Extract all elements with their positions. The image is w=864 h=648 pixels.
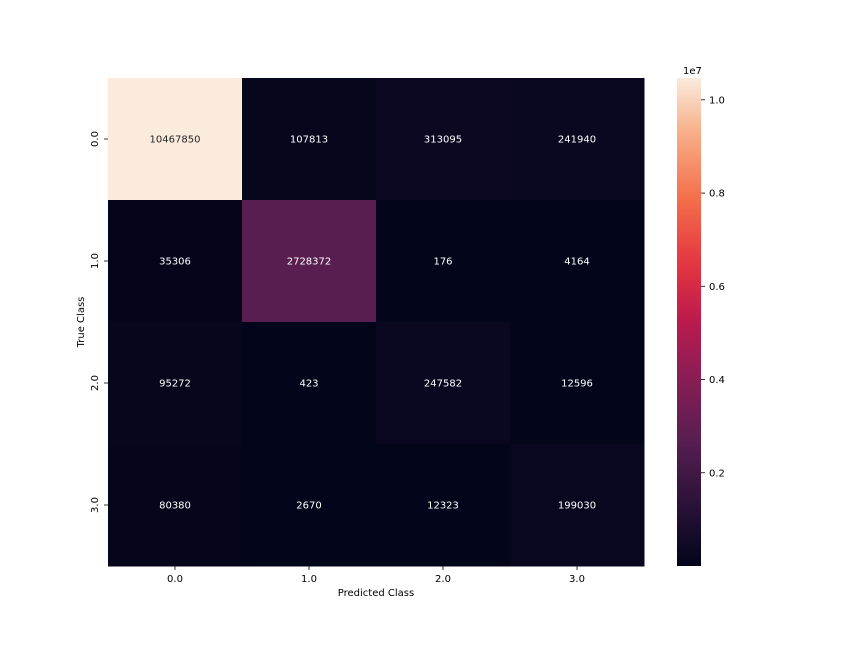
- colorbar: 0.2 0.4 0.6 0.8 1.0 1e7: [677, 66, 725, 566]
- cell-value-label: 176: [433, 257, 452, 268]
- colorbar-tick-label: 0.2: [709, 468, 725, 479]
- x-tick-label: 0.0: [167, 574, 183, 585]
- cell-value-label: 2670: [296, 501, 321, 512]
- cell-value-label: 95272: [159, 379, 191, 390]
- colorbar-gradient: [677, 78, 701, 566]
- heatmap-cell: [376, 322, 511, 445]
- colorbar-offset-label: 1e7: [683, 66, 702, 77]
- heatmap-cell: [376, 444, 511, 567]
- colorbar-tick-label: 0.4: [709, 375, 725, 386]
- cell-value-label: 4164: [564, 257, 589, 268]
- x-tick-label: 3.0: [569, 574, 585, 585]
- cell-value-label: 247582: [424, 379, 462, 390]
- heatmap-cell: [510, 444, 645, 567]
- cell-value-label: 35306: [159, 257, 191, 268]
- heatmap-cell: [376, 78, 511, 201]
- x-tick-label: 1.0: [301, 574, 317, 585]
- cell-value-label: 80380: [159, 501, 191, 512]
- cell-value-label: 313095: [424, 135, 462, 146]
- cell-value-label: 12596: [561, 379, 593, 390]
- colorbar-tick-label: 0.6: [709, 282, 725, 293]
- heatmap-cell: [108, 78, 243, 201]
- cell-value-label: 241940: [558, 135, 596, 146]
- heatmap-cell-labels: 10467850 107813 313095 241940 35306 2728372 17…: [150, 135, 597, 512]
- y-axis-label: True Class: [76, 297, 87, 349]
- heatmap-cell: [242, 444, 377, 567]
- heatmap-cell: [108, 322, 243, 445]
- colorbar-tick-label: 0.8: [709, 189, 725, 200]
- y-tick-label: 2.0: [90, 375, 101, 391]
- heatmap-cell: [242, 200, 377, 323]
- heatmap-cell: [108, 444, 243, 567]
- cell-value-label: 107813: [290, 135, 328, 146]
- y-tick-label: 0.0: [90, 131, 101, 147]
- x-tick-label: 2.0: [435, 574, 451, 585]
- heatmap-cell: [510, 78, 645, 201]
- cell-value-label: 423: [299, 379, 318, 390]
- cell-value-label: 2728372: [287, 257, 332, 268]
- heatmap-cell: [376, 200, 511, 323]
- y-tick-label: 3.0: [90, 497, 101, 513]
- cell-value-label: 12323: [427, 501, 459, 512]
- heatmap-cell: [510, 200, 645, 323]
- y-axis: 0.0 1.0 2.0 3.0: [90, 131, 108, 513]
- heatmap-cell: [510, 322, 645, 445]
- heatmap-cell: [242, 78, 377, 201]
- heatmap-cell: [108, 200, 243, 323]
- y-tick-label: 1.0: [90, 253, 101, 269]
- heatmap-cells: [108, 78, 645, 567]
- colorbar-ticks: 0.2 0.4 0.6 0.8 1.0: [701, 95, 725, 479]
- colorbar-tick-label: 1.0: [709, 95, 725, 106]
- cell-value-label: 199030: [558, 501, 596, 512]
- heatmap-cell: [242, 322, 377, 445]
- x-axis-label: Predicted Class: [338, 588, 414, 599]
- x-axis: 0.0 1.0 2.0 3.0: [167, 566, 585, 585]
- cell-value-label: 10467850: [150, 135, 201, 146]
